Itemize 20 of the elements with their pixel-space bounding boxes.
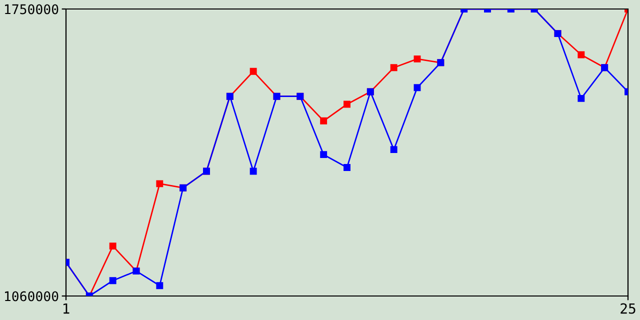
- point: [414, 55, 421, 62]
- y-tick-label: 1060000: [5, 291, 58, 302]
- point: [320, 117, 328, 124]
- point: [344, 100, 350, 108]
- point: [250, 68, 257, 75]
- point: [250, 168, 257, 175]
- point: [320, 151, 328, 158]
- point: [390, 146, 398, 154]
- x-tick-label: 1: [63, 303, 70, 314]
- point: [109, 277, 116, 284]
- point: [578, 94, 585, 102]
- point: [390, 64, 398, 72]
- point: [156, 180, 164, 188]
- y-tick-label: 1750000: [5, 4, 58, 14]
- point: [414, 84, 421, 92]
- point: [344, 164, 350, 171]
- point: [156, 282, 164, 290]
- point: [109, 242, 116, 250]
- point: [578, 51, 585, 58]
- x-tick-label: 25: [620, 303, 636, 314]
